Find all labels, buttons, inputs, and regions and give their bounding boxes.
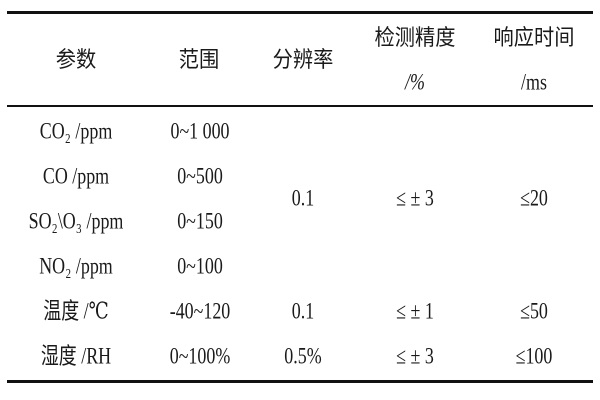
bottom-rule [7, 380, 593, 383]
header-response-unit: /ms [521, 69, 547, 95]
header-accuracy-unit: /% [405, 69, 425, 95]
cell-accuracy: ≤ ± 3 [396, 343, 434, 369]
cell-range: 0~1 000 [170, 118, 230, 144]
header-response: 响应时间 [493, 25, 575, 50]
cell-range: 0~100 [177, 253, 223, 279]
cell-range: 0~150 [177, 208, 223, 234]
header-accuracy: 检测精度 [374, 25, 456, 50]
cell-param: 湿度 /RH [40, 343, 112, 369]
cell-param: CO₂ /ppm [39, 118, 113, 144]
cell-resolution: 0.1 [291, 298, 315, 324]
cell-accuracy: ≤ ± 1 [396, 298, 434, 324]
cell-gas-resolution: 0.1 [291, 185, 315, 211]
header-rule [7, 105, 593, 107]
cell-gas-accuracy: ≤ ± 3 [396, 185, 434, 211]
cell-response: ≤50 [520, 298, 548, 324]
top-rule [7, 11, 593, 14]
cell-range: -40~120 [169, 298, 231, 324]
cell-range: 0~100% [169, 343, 231, 369]
cell-param: 温度 /℃ [43, 298, 109, 324]
header-range: 范围 [178, 47, 220, 72]
cell-range: 0~500 [177, 163, 223, 189]
cell-response: ≤100 [515, 343, 553, 369]
header-resolution: 分辨率 [272, 47, 334, 72]
header-parameter: 参数 [55, 47, 97, 72]
cell-gas-response: ≤20 [520, 185, 548, 211]
cell-param: SO₂\O₃ /ppm [28, 208, 124, 234]
cell-param: NO₂ /ppm [39, 253, 113, 279]
cell-resolution: 0.5% [284, 343, 322, 369]
cell-param: CO /ppm [42, 163, 110, 189]
